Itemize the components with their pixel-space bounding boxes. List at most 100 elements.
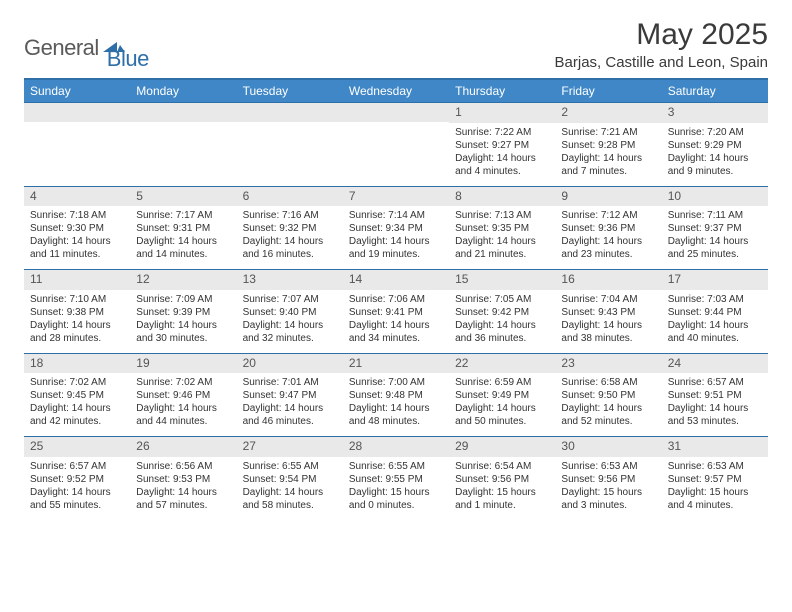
week-row: 4Sunrise: 7:18 AMSunset: 9:30 PMDaylight…	[24, 186, 768, 270]
day-cell: 2Sunrise: 7:21 AMSunset: 9:28 PMDaylight…	[555, 103, 661, 186]
day-cell	[237, 103, 343, 186]
day-cell: 14Sunrise: 7:06 AMSunset: 9:41 PMDayligh…	[343, 270, 449, 353]
day-number: 21	[343, 354, 449, 374]
day-number: 19	[130, 354, 236, 374]
day-cell: 25Sunrise: 6:57 AMSunset: 9:52 PMDayligh…	[24, 437, 130, 520]
day-details: Sunrise: 7:18 AMSunset: 9:30 PMDaylight:…	[24, 206, 130, 269]
week-row: 18Sunrise: 7:02 AMSunset: 9:45 PMDayligh…	[24, 353, 768, 437]
day-number: 30	[555, 437, 661, 457]
day-number: 5	[130, 187, 236, 207]
day-cell: 20Sunrise: 7:01 AMSunset: 9:47 PMDayligh…	[237, 354, 343, 437]
day-cell: 26Sunrise: 6:56 AMSunset: 9:53 PMDayligh…	[130, 437, 236, 520]
day-details: Sunrise: 6:57 AMSunset: 9:51 PMDaylight:…	[662, 373, 768, 436]
day-details: Sunrise: 7:09 AMSunset: 9:39 PMDaylight:…	[130, 290, 236, 353]
day-details: Sunrise: 7:20 AMSunset: 9:29 PMDaylight:…	[662, 123, 768, 186]
logo: General Blue	[24, 18, 149, 72]
day-cell: 23Sunrise: 6:58 AMSunset: 9:50 PMDayligh…	[555, 354, 661, 437]
day-details: Sunrise: 7:21 AMSunset: 9:28 PMDaylight:…	[555, 123, 661, 186]
day-details: Sunrise: 6:53 AMSunset: 9:56 PMDaylight:…	[555, 457, 661, 520]
day-cell: 10Sunrise: 7:11 AMSunset: 9:37 PMDayligh…	[662, 187, 768, 270]
day-cell: 15Sunrise: 7:05 AMSunset: 9:42 PMDayligh…	[449, 270, 555, 353]
weekday-header: Tuesday	[237, 80, 343, 102]
day-cell: 3Sunrise: 7:20 AMSunset: 9:29 PMDaylight…	[662, 103, 768, 186]
weekday-header: Wednesday	[343, 80, 449, 102]
day-number: 3	[662, 103, 768, 123]
day-details: Sunrise: 6:57 AMSunset: 9:52 PMDaylight:…	[24, 457, 130, 520]
day-number: 17	[662, 270, 768, 290]
day-details: Sunrise: 6:58 AMSunset: 9:50 PMDaylight:…	[555, 373, 661, 436]
day-cell: 8Sunrise: 7:13 AMSunset: 9:35 PMDaylight…	[449, 187, 555, 270]
day-cell: 9Sunrise: 7:12 AMSunset: 9:36 PMDaylight…	[555, 187, 661, 270]
day-cell	[24, 103, 130, 186]
week-row: 1Sunrise: 7:22 AMSunset: 9:27 PMDaylight…	[24, 102, 768, 186]
day-cell: 18Sunrise: 7:02 AMSunset: 9:45 PMDayligh…	[24, 354, 130, 437]
day-details: Sunrise: 7:03 AMSunset: 9:44 PMDaylight:…	[662, 290, 768, 353]
day-cell: 28Sunrise: 6:55 AMSunset: 9:55 PMDayligh…	[343, 437, 449, 520]
day-number: 9	[555, 187, 661, 207]
day-number: 15	[449, 270, 555, 290]
day-details: Sunrise: 6:56 AMSunset: 9:53 PMDaylight:…	[130, 457, 236, 520]
day-details: Sunrise: 7:12 AMSunset: 9:36 PMDaylight:…	[555, 206, 661, 269]
day-number: 10	[662, 187, 768, 207]
weekday-header: Thursday	[449, 80, 555, 102]
day-number: 18	[24, 354, 130, 374]
day-details: Sunrise: 7:01 AMSunset: 9:47 PMDaylight:…	[237, 373, 343, 436]
day-number: 7	[343, 187, 449, 207]
day-cell: 29Sunrise: 6:54 AMSunset: 9:56 PMDayligh…	[449, 437, 555, 520]
day-details: Sunrise: 7:02 AMSunset: 9:45 PMDaylight:…	[24, 373, 130, 436]
day-number: 24	[662, 354, 768, 374]
day-number: 26	[130, 437, 236, 457]
day-cell: 7Sunrise: 7:14 AMSunset: 9:34 PMDaylight…	[343, 187, 449, 270]
day-details: Sunrise: 7:05 AMSunset: 9:42 PMDaylight:…	[449, 290, 555, 353]
day-number: 6	[237, 187, 343, 207]
day-details: Sunrise: 7:16 AMSunset: 9:32 PMDaylight:…	[237, 206, 343, 269]
day-details: Sunrise: 6:59 AMSunset: 9:49 PMDaylight:…	[449, 373, 555, 436]
day-details: Sunrise: 6:55 AMSunset: 9:55 PMDaylight:…	[343, 457, 449, 520]
day-number: 4	[24, 187, 130, 207]
day-number: 8	[449, 187, 555, 207]
day-number: 22	[449, 354, 555, 374]
day-details: Sunrise: 7:11 AMSunset: 9:37 PMDaylight:…	[662, 206, 768, 269]
day-details: Sunrise: 6:53 AMSunset: 9:57 PMDaylight:…	[662, 457, 768, 520]
day-number	[24, 103, 130, 122]
day-details: Sunrise: 7:06 AMSunset: 9:41 PMDaylight:…	[343, 290, 449, 353]
weekday-header: Sunday	[24, 80, 130, 102]
day-details: Sunrise: 7:14 AMSunset: 9:34 PMDaylight:…	[343, 206, 449, 269]
day-number: 23	[555, 354, 661, 374]
day-cell	[130, 103, 236, 186]
day-number: 1	[449, 103, 555, 123]
day-details: Sunrise: 7:02 AMSunset: 9:46 PMDaylight:…	[130, 373, 236, 436]
day-number: 29	[449, 437, 555, 457]
day-details: Sunrise: 7:22 AMSunset: 9:27 PMDaylight:…	[449, 123, 555, 186]
day-number: 25	[24, 437, 130, 457]
day-details: Sunrise: 7:00 AMSunset: 9:48 PMDaylight:…	[343, 373, 449, 436]
weekday-header: Saturday	[662, 80, 768, 102]
day-cell: 27Sunrise: 6:55 AMSunset: 9:54 PMDayligh…	[237, 437, 343, 520]
day-cell: 4Sunrise: 7:18 AMSunset: 9:30 PMDaylight…	[24, 187, 130, 270]
day-details: Sunrise: 6:54 AMSunset: 9:56 PMDaylight:…	[449, 457, 555, 520]
day-number: 31	[662, 437, 768, 457]
day-number: 27	[237, 437, 343, 457]
day-number: 2	[555, 103, 661, 123]
week-row: 25Sunrise: 6:57 AMSunset: 9:52 PMDayligh…	[24, 436, 768, 520]
day-number	[343, 103, 449, 122]
day-details: Sunrise: 7:07 AMSunset: 9:40 PMDaylight:…	[237, 290, 343, 353]
day-cell: 1Sunrise: 7:22 AMSunset: 9:27 PMDaylight…	[449, 103, 555, 186]
logo-text-general: General	[24, 35, 99, 61]
day-number: 20	[237, 354, 343, 374]
day-details: Sunrise: 7:17 AMSunset: 9:31 PMDaylight:…	[130, 206, 236, 269]
day-details: Sunrise: 6:55 AMSunset: 9:54 PMDaylight:…	[237, 457, 343, 520]
weeks-container: 1Sunrise: 7:22 AMSunset: 9:27 PMDaylight…	[24, 102, 768, 520]
day-cell: 6Sunrise: 7:16 AMSunset: 9:32 PMDaylight…	[237, 187, 343, 270]
logo-text-blue: Blue	[107, 46, 149, 72]
day-cell: 16Sunrise: 7:04 AMSunset: 9:43 PMDayligh…	[555, 270, 661, 353]
day-cell: 30Sunrise: 6:53 AMSunset: 9:56 PMDayligh…	[555, 437, 661, 520]
day-cell: 24Sunrise: 6:57 AMSunset: 9:51 PMDayligh…	[662, 354, 768, 437]
day-cell	[343, 103, 449, 186]
day-number	[237, 103, 343, 122]
title-block: May 2025 Barjas, Castille and Leon, Spai…	[555, 18, 768, 71]
location-subtitle: Barjas, Castille and Leon, Spain	[555, 54, 768, 71]
day-number: 13	[237, 270, 343, 290]
day-details: Sunrise: 7:10 AMSunset: 9:38 PMDaylight:…	[24, 290, 130, 353]
weekday-header-row: SundayMondayTuesdayWednesdayThursdayFrid…	[24, 80, 768, 102]
